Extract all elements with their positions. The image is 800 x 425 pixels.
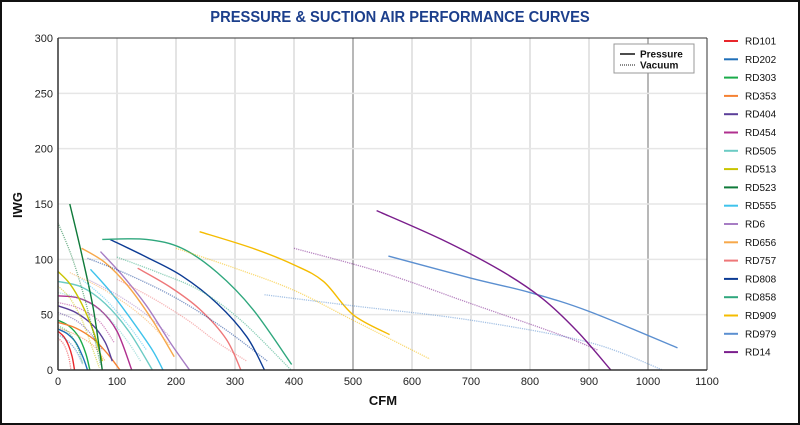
pressure-curve-rd6	[99, 251, 191, 371]
pressure-curve-rd979	[388, 255, 678, 349]
y-tick-label: 50	[41, 310, 53, 322]
legend-label-rd523: RD523	[745, 183, 777, 194]
tick-labels: 0 100 200 300 400 500 600 700 800 900 1000 1100 0 50 1…	[35, 33, 719, 388]
legend-label-rd656: RD656	[745, 238, 777, 249]
x-tick-label: 400	[285, 376, 303, 388]
pressure-curve-rd404	[57, 305, 113, 362]
style-legend-label-vacuum: Vacuum	[640, 61, 678, 72]
pressure-curve-rd757	[137, 267, 242, 371]
x-tick-label: 300	[226, 376, 244, 388]
pressure-curve-rd808	[109, 238, 266, 371]
legend-label-rd6: RD6	[745, 220, 765, 231]
legend-label-rd454: RD454	[745, 128, 777, 139]
legend-label-rd303: RD303	[745, 73, 777, 84]
legend-label-rd101: RD101	[745, 37, 777, 48]
legend-label-rd14: RD14	[745, 348, 771, 359]
legend-label-rd513: RD513	[745, 165, 777, 176]
pressure-curve-rd101	[57, 330, 76, 371]
style-legend-label-pressure: Pressure	[640, 50, 683, 61]
x-axis-label: CFM	[369, 393, 397, 408]
legend-label-rd505: RD505	[745, 146, 777, 157]
y-tick-label: 200	[35, 144, 53, 156]
vacuum-curve-rd202	[57, 334, 84, 365]
x-tick-label: 900	[580, 376, 598, 388]
x-tick-label: 700	[462, 376, 480, 388]
chart-title: PRESSURE & SUCTION AIR PERFORMANCE CURVE…	[210, 9, 590, 26]
y-tick-label: 0	[47, 365, 53, 377]
pressure-curve-rd505	[57, 280, 153, 371]
y-tick-label: 100	[35, 254, 53, 266]
legend-label-rd404: RD404	[745, 110, 777, 121]
pressure-curve-rd555	[89, 268, 164, 371]
y-tick-label: 250	[35, 88, 53, 100]
vacuum-curve-rd523	[57, 222, 102, 365]
vacuum-curve-rd656	[69, 272, 171, 347]
x-tick-label: 1000	[636, 376, 660, 388]
legend-label-rd555: RD555	[745, 201, 777, 212]
y-axis-label: IWG	[10, 192, 25, 218]
pressure-curve-rd656	[81, 247, 175, 358]
vacuum-curve-rd505	[57, 291, 142, 362]
legend-label-rd909: RD909	[745, 311, 777, 322]
curves	[57, 203, 678, 371]
vacuum-curve-rd454	[57, 301, 115, 343]
vacuum-curve-rd513	[57, 285, 100, 369]
legend-label-rd353: RD353	[745, 91, 777, 102]
legend-label-rd202: RD202	[745, 55, 777, 66]
pressure-curve-rd858	[102, 238, 293, 365]
vacuum-curve-rd858	[116, 256, 292, 371]
vacuum-curve-rd979	[264, 294, 663, 371]
legend-label-rd979: RD979	[745, 329, 777, 340]
vacuum-curve-rd808	[87, 257, 268, 362]
pressure-curve-rd513	[57, 271, 103, 362]
y-tick-label: 150	[35, 199, 53, 211]
pressure-curve-rd14	[376, 210, 612, 371]
vacuum-curve-rd555	[81, 278, 148, 351]
style-legend-box	[613, 43, 695, 74]
axes	[57, 37, 708, 371]
pressure-curve-rd909	[199, 230, 390, 336]
series-legend: RD101 RD202 RD303 RD353 RD404 RD454 RD505 RD513…	[724, 37, 777, 359]
vacuum-curve-rd909	[175, 247, 430, 360]
vacuum-curve-rd6	[87, 278, 171, 338]
legend-label-rd858: RD858	[745, 293, 777, 304]
x-tick-label: 600	[403, 376, 421, 388]
vacuum-curve-rd757	[116, 278, 248, 362]
x-tick-label: 800	[521, 376, 539, 388]
vacuum-curve-rd101	[57, 337, 72, 371]
x-tick-label: 200	[167, 376, 185, 388]
legend-label-rd757: RD757	[745, 256, 777, 267]
pressure-curve-rd523	[69, 203, 103, 371]
x-tick-label: 1100	[695, 376, 719, 388]
vacuum-curve-rd303	[57, 325, 84, 364]
x-tick-label: 500	[344, 376, 362, 388]
y-tick-label: 300	[35, 33, 53, 45]
legend-label-rd808: RD808	[745, 274, 777, 285]
x-tick-label: 0	[55, 376, 61, 388]
vacuum-curve-rd14	[293, 247, 599, 351]
x-tick-label: 100	[108, 376, 126, 388]
